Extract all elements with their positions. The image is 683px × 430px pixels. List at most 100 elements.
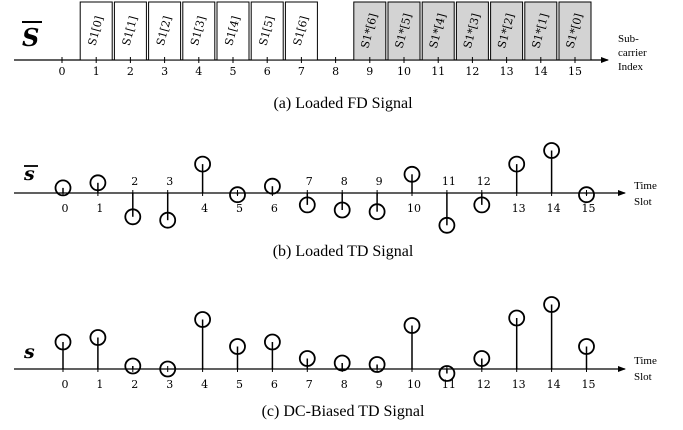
panel-a-tick-label-5: 5 (230, 65, 237, 78)
panel-b-marker-10 (403, 165, 421, 183)
fd-box-14 (524, 1, 558, 61)
panel-c-tick-label-9: 9 (376, 378, 383, 391)
panel-c-marker-6 (263, 333, 281, 351)
panel-a-tick-label-6: 6 (264, 65, 271, 78)
panel-b-tick-label-6: 6 (271, 202, 278, 215)
panel-a-tick-label-15: 15 (568, 65, 582, 78)
panel-b-marker-7 (298, 196, 316, 214)
panel-b-axis-label-2: Slot (634, 196, 652, 208)
panel-c-marker-2 (124, 357, 142, 375)
fd-box-10 (387, 1, 421, 61)
panel-a-caption: (a) Loaded FD Signal (273, 95, 413, 112)
panel-a-axis-label-3: Index (618, 61, 644, 73)
panel-b-tick-label-12: 12 (477, 175, 491, 188)
panel-b-tick-label-1: 1 (96, 202, 103, 215)
panel-a-axis-label-1: Sub- (618, 33, 639, 45)
panel-a-tick-label-4: 4 (195, 65, 202, 78)
panel-b-marker-2 (124, 208, 142, 226)
panel-b-tick-label-11: 11 (442, 175, 456, 188)
panel-b-marker-8 (333, 201, 351, 219)
panel-c-tick-label-6: 6 (271, 378, 278, 391)
panel-c-signal-label: s (23, 341, 35, 363)
panel-c-tick-label-15: 15 (582, 378, 596, 391)
panel-b-marker-4 (194, 155, 212, 173)
panel-b-signal-label: s (23, 163, 35, 185)
panel-b-tick-label-15: 15 (582, 202, 596, 215)
fd-box-7 (284, 1, 318, 61)
panel-c-dc-biased-td-signal: s 0 1 2 3 4 5 6 7 8 9 10 11 12 13 14 15 Time Slot (c) D… (14, 296, 657, 420)
panel-b-marker-3 (159, 211, 177, 229)
panel-a-ticks: 0 1 2 3 4 5 6 7 8 9 10 11 12 13 14 15 (59, 57, 582, 78)
panel-c-marker-13 (508, 309, 526, 327)
panel-c-marker-5 (229, 338, 246, 355)
panel-b-marker-12 (473, 196, 491, 214)
panel-c-tick-label-5: 5 (236, 378, 243, 391)
panel-c-tick-label-2: 2 (131, 378, 138, 391)
fd-box-6 (250, 1, 284, 61)
fd-box-13 (490, 1, 524, 61)
panel-b-axis-label-1: Time (634, 180, 657, 192)
panel-c-tick-label-12: 12 (477, 378, 491, 391)
fd-box-12 (455, 1, 489, 61)
panel-b-tick-label-8: 8 (341, 175, 348, 188)
panel-a-tick-label-13: 13 (500, 65, 514, 78)
panel-a-signal-label: S (22, 23, 39, 52)
fd-box-4 (182, 1, 216, 61)
panel-a-tick-label-7: 7 (298, 65, 305, 78)
panel-b-tick-label-14: 14 (547, 202, 561, 215)
panel-b-marker-5 (229, 186, 246, 204)
panel-b-tick-label-7: 7 (306, 175, 313, 188)
panel-c-axis-label-1: Time (634, 355, 657, 367)
panel-b-marker-11 (438, 216, 456, 234)
panel-c-marker-0 (54, 333, 72, 351)
panel-c-marker-14 (543, 296, 560, 313)
panel-c-tick-label-7: 7 (306, 378, 313, 391)
panel-c-marker-1 (89, 329, 107, 346)
panel-a-boxes: S1[0] S1[1] S1[2] S1[3] S1[4] S1[5] S1[6] S1*[6… (79, 1, 592, 61)
panel-a-loaded-fd-signal: S S1[0] S1[1] S1[2] S1[3] S1[4] S1[5] S1[6] S1*… (14, 1, 647, 112)
panel-c-tick-label-0: 0 (62, 378, 69, 391)
panel-a-tick-label-10: 10 (397, 65, 411, 78)
fd-box-1 (79, 1, 113, 61)
panel-c-tick-label-14: 14 (547, 378, 561, 391)
panel-a-tick-label-14: 14 (534, 65, 548, 78)
panel-c-ticks: 0 1 2 3 4 5 6 7 8 9 10 11 12 13 14 15 (62, 366, 596, 391)
panel-c-stems (54, 296, 595, 382)
panel-a-tick-label-11: 11 (431, 65, 445, 78)
panel-c-tick-label-13: 13 (512, 378, 526, 391)
fd-box-9 (353, 1, 387, 61)
panel-a-tick-label-0: 0 (59, 65, 66, 78)
panel-b-tick-label-13: 13 (512, 202, 526, 215)
panel-b-tick-label-3: 3 (166, 175, 173, 188)
panel-c-caption: (c) DC-Biased TD Signal (262, 403, 425, 420)
panel-c-tick-label-3: 3 (166, 378, 173, 391)
panel-b-tick-label-10: 10 (407, 202, 421, 215)
panel-b-tick-label-4: 4 (201, 202, 208, 215)
panel-a-tick-label-2: 2 (127, 65, 134, 78)
panel-b-tick-label-9: 9 (376, 175, 383, 188)
panel-b-tick-label-5: 5 (236, 202, 243, 215)
panel-b-marker-13 (508, 155, 526, 173)
panel-c-marker-4 (194, 311, 212, 328)
panel-b-marker-9 (368, 203, 386, 221)
panel-b-tick-label-2: 2 (131, 175, 138, 188)
panel-b-tick-label-0: 0 (62, 202, 69, 215)
panel-c-tick-label-8: 8 (341, 378, 348, 391)
panel-c-tick-label-10: 10 (407, 378, 421, 391)
panel-a-axis-label-2: carrier (618, 47, 647, 59)
panel-c-marker-15 (578, 338, 595, 355)
panel-a-tick-label-1: 1 (93, 65, 100, 78)
panel-c-marker-3 (159, 360, 177, 378)
fd-box-2 (113, 1, 147, 61)
panel-b-marker-15 (578, 186, 595, 204)
panel-a-tick-label-8: 8 (332, 65, 339, 78)
panel-c-axis-label-2: Slot (634, 371, 652, 383)
panel-c-tick-label-4: 4 (201, 378, 208, 391)
panel-c-tick-label-1: 1 (96, 378, 103, 391)
panel-c-marker-10 (403, 317, 421, 334)
panel-a-tick-label-12: 12 (465, 65, 479, 78)
panel-a-tick-label-3: 3 (161, 65, 168, 78)
